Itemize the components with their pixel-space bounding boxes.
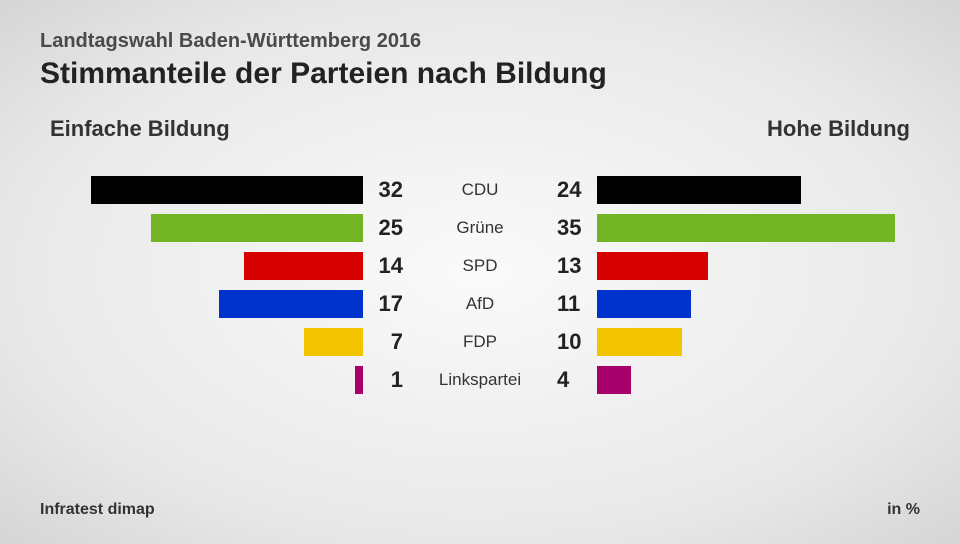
party-label: FDP [415, 332, 545, 352]
bar-left [355, 366, 364, 394]
header-left: Einfache Bildung [50, 116, 230, 142]
right-side: 10 [545, 328, 920, 356]
value-left: 14 [373, 253, 403, 279]
bar-right [597, 366, 631, 394]
party-label: CDU [415, 180, 545, 200]
bar-left [91, 176, 363, 204]
footer-unit: in % [887, 501, 920, 519]
bar-left [304, 328, 364, 356]
left-side: 25 [40, 214, 415, 242]
party-label: AfD [415, 294, 545, 314]
chart-headers: Einfache Bildung Hohe Bildung [40, 116, 920, 142]
chart-row: 32 CDU 24 [40, 172, 920, 208]
right-side: 13 [545, 252, 920, 280]
chart-row: 7 FDP 10 [40, 324, 920, 360]
value-right: 10 [557, 329, 587, 355]
right-side: 24 [545, 176, 920, 204]
value-right: 35 [557, 215, 587, 241]
value-left: 7 [373, 329, 403, 355]
footer-source: Infratest dimap [40, 501, 155, 519]
diverging-bar-chart: 32 CDU 24 25 Grüne 35 14 SPD 13 17 AfD 11 7 FDP 10 1 Lin… [40, 172, 920, 398]
chart-row: 25 Grüne 35 [40, 210, 920, 246]
chart-footer: Infratest dimap in % [40, 501, 920, 519]
header-right: Hohe Bildung [767, 116, 910, 142]
left-side: 1 [40, 366, 415, 394]
bar-left [219, 290, 364, 318]
chart-row: 1 Linkspartei 4 [40, 362, 920, 398]
value-left: 25 [373, 215, 403, 241]
value-left: 17 [373, 291, 403, 317]
left-side: 17 [40, 290, 415, 318]
right-side: 4 [545, 366, 920, 394]
chart-row: 17 AfD 11 [40, 286, 920, 322]
right-side: 35 [545, 214, 920, 242]
bar-left [244, 252, 363, 280]
left-side: 32 [40, 176, 415, 204]
value-left: 1 [373, 367, 403, 393]
chart-row: 14 SPD 13 [40, 248, 920, 284]
party-label: SPD [415, 256, 545, 276]
party-label: Grüne [415, 218, 545, 238]
right-side: 11 [545, 290, 920, 318]
chart-subtitle: Landtagswahl Baden-Württemberg 2016 [40, 30, 920, 53]
value-right: 11 [557, 291, 587, 317]
bar-right [597, 290, 691, 318]
left-side: 7 [40, 328, 415, 356]
value-right: 13 [557, 253, 587, 279]
party-label: Linkspartei [415, 370, 545, 390]
bar-right [597, 214, 895, 242]
chart-title: Stimmanteile der Parteien nach Bildung [40, 57, 920, 91]
bar-right [597, 252, 708, 280]
value-right: 24 [557, 177, 587, 203]
value-right: 4 [557, 367, 587, 393]
left-side: 14 [40, 252, 415, 280]
bar-right [597, 176, 801, 204]
bar-left [151, 214, 364, 242]
value-left: 32 [373, 177, 403, 203]
bar-right [597, 328, 682, 356]
